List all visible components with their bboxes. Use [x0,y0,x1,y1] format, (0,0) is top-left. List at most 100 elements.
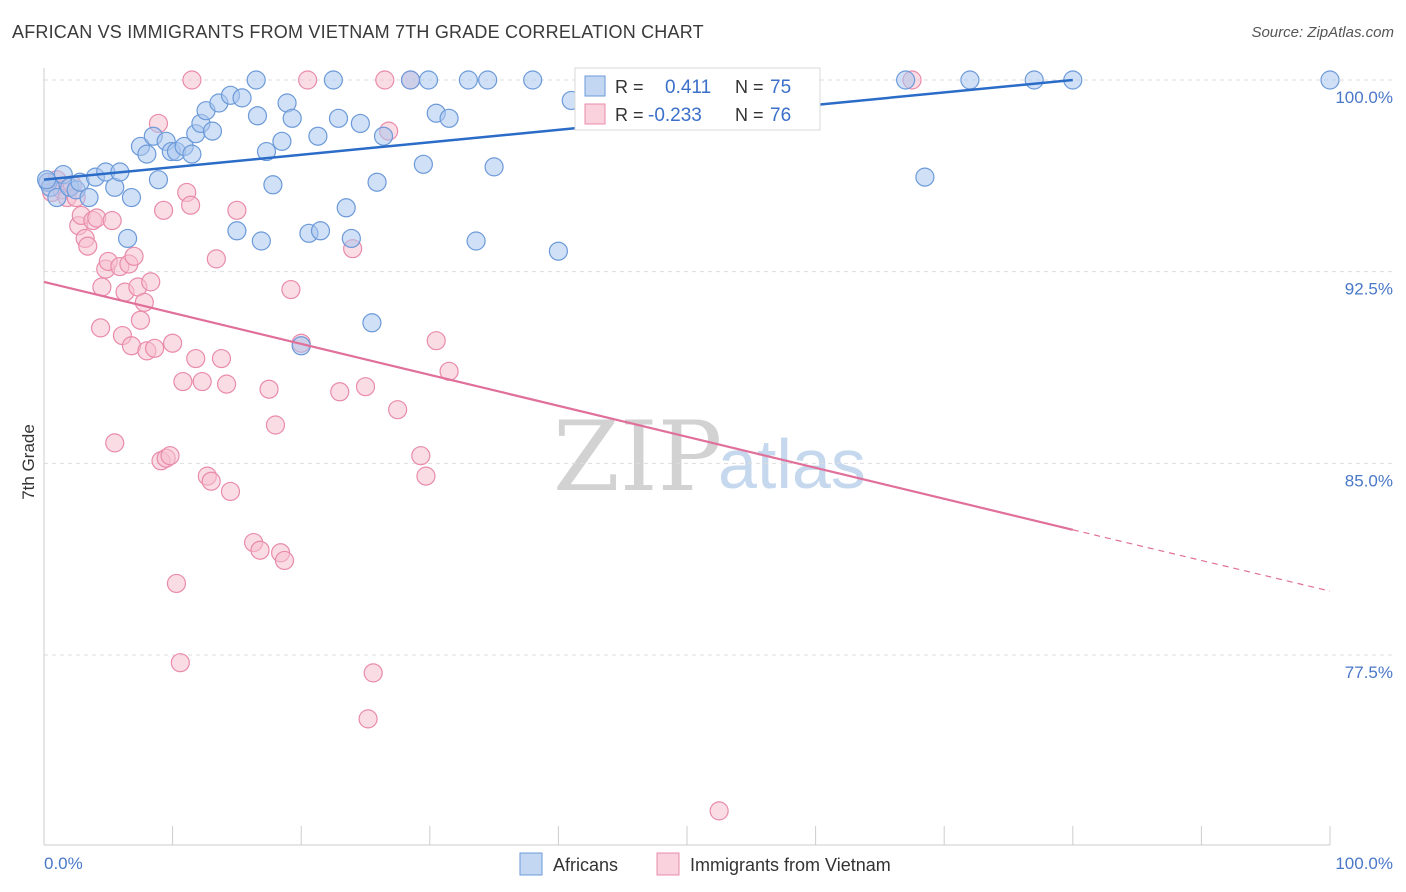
stats-n-value-2: 76 [770,105,791,126]
y-tick-label-0: 77.5% [1345,663,1393,682]
stats-swatch-africans [584,75,606,97]
watermark-atlas: atlas [718,425,866,503]
africans-point-61 [548,241,569,261]
vietnam-point-48 [217,374,237,394]
vietnam-point-64 [375,70,395,90]
legend-label-africans: Africans [553,855,618,875]
trend-line-africans [43,78,1073,181]
vietnam-point-50 [227,200,247,220]
africans-point-57 [466,231,486,251]
africans-point-48 [362,313,382,333]
vietnam-point-37 [166,573,187,594]
africans-point-49 [367,172,387,192]
africans-point-29 [227,221,247,241]
africans-point-44 [328,108,349,128]
vietnam-point-56 [274,550,295,571]
africans-point-52 [413,154,433,174]
vietnam-point-24 [124,246,144,266]
vietnam-point-57 [281,279,301,300]
africans-point-43 [323,70,343,90]
vietnam-point-68 [416,466,436,486]
vietnam-point-13 [90,318,111,338]
chart-title: AFRICAN VS IMMIGRANTS FROM VIETNAM 7TH G… [12,22,704,42]
vietnam-point-62 [358,709,378,729]
watermark-zip: ZIP [553,401,722,513]
vietnam-point-61 [355,377,376,397]
vietnam-point-59 [330,382,350,402]
trend-line-vietnam-extrapolated [1072,529,1331,592]
vietnam-point-35 [160,446,180,466]
africans-point-31 [246,70,266,90]
vietnam-point-18 [105,433,125,453]
vietnam-point-33 [153,200,174,220]
africans-point-41 [308,126,328,146]
africans-point-34 [256,141,277,162]
africans-point-70 [960,70,980,90]
africans-point-13 [121,187,142,208]
legend-swatch-africans [519,852,543,876]
vietnam-point-46 [206,249,226,269]
trend-lines [43,78,1331,592]
stats-legend-box [574,67,821,131]
vietnam-point-41 [181,195,201,215]
y-axis-title: 7th Grade [19,424,38,500]
vietnam-point-45 [201,471,221,491]
source-credit: Source: ZipAtlas.com [1251,24,1394,41]
africans-point-69 [915,167,935,187]
africans-point-35 [263,175,283,195]
x-tick-label-1: 100.0% [1335,854,1393,873]
stats-r-label-2: R = [615,105,644,125]
vietnam-point-36 [163,333,183,353]
y-tick-label-3: 100.0% [1335,88,1393,107]
africans-point-58 [478,70,498,90]
vietnam-point-71 [298,70,318,90]
africans-point-45 [336,198,356,218]
africans-point-71 [1024,70,1044,90]
africans-point-73 [1320,70,1340,90]
vietnam-point-10 [78,236,98,256]
vietnam-point-52 [250,540,270,560]
x-tick-label-0: 0.0% [44,854,83,873]
vietnam-point-26 [130,310,151,330]
africans-point-15 [137,144,157,164]
stats-r-value-2: -0.233 [648,105,702,126]
x-ticks [43,826,1331,845]
africans-point-46 [341,228,361,249]
africans-point-2 [47,187,67,208]
africans-point-68 [896,70,916,90]
stats-r-label-1: R = [615,77,644,97]
africans-point-59 [484,157,504,177]
trend-line-vietnam [43,280,1074,531]
africans-point-42 [310,221,331,241]
vietnam-point-30 [144,338,165,358]
vietnam-point-72 [182,70,202,90]
vietnam-point-74 [709,801,729,821]
africans-point-50 [373,126,394,146]
africans-point-60 [523,70,543,90]
africans-point-33 [251,231,271,251]
africans-point-12 [117,228,138,249]
africans-point-32 [247,106,268,126]
stats-n-label-2: N = [735,105,764,125]
y-tick-labels: 77.5% 85.0% 92.5% 100.0% [1335,88,1393,682]
y-tick-label-1: 85.0% [1345,471,1393,490]
vietnam-point-67 [411,446,431,466]
vietnam-point-53 [259,379,279,399]
africans-point-36 [272,131,292,151]
vietnam-point-63 [363,663,383,683]
vietnam-point-38 [170,653,190,673]
vietnam-point-42 [186,348,206,369]
vietnam-point-43 [192,371,212,392]
africans-point-56 [458,70,478,90]
legend-swatch-vietnam [656,852,680,876]
y-tick-label-2: 92.5% [1345,280,1393,299]
africans-point-51 [400,70,421,90]
vietnam-point-39 [173,371,193,392]
stats-n-label-1: N = [735,77,764,97]
vietnam-point-69 [426,331,446,351]
africans-point-22 [182,144,202,164]
africans-point-53 [418,70,439,90]
legend-label-vietnam: Immigrants from Vietnam [690,855,891,875]
stats-legend: R = 0.411 N = 75 R = -0.233 N = 76 [574,67,821,131]
